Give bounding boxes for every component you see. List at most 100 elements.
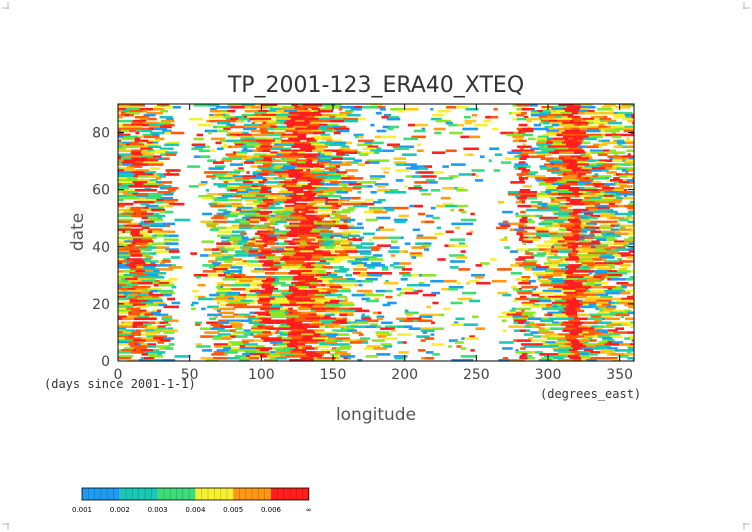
heatmap-cell bbox=[205, 222, 219, 226]
heatmap-cell bbox=[301, 196, 307, 200]
heatmap-cell bbox=[519, 355, 527, 358]
heatmap-cell bbox=[118, 246, 124, 249]
heatmap-cell bbox=[239, 345, 245, 348]
heatmap-cell bbox=[274, 321, 290, 325]
heatmap-cell bbox=[246, 171, 250, 174]
heatmap-cell bbox=[565, 337, 577, 340]
heatmap-cell bbox=[261, 113, 277, 117]
heatmap-cell bbox=[282, 147, 292, 151]
heatmap-cell bbox=[360, 202, 375, 206]
heatmap-cell bbox=[244, 351, 257, 354]
heatmap-cell bbox=[590, 357, 606, 360]
y-tick-label: 20 bbox=[92, 297, 110, 313]
heatmap-cell bbox=[456, 345, 462, 348]
heatmap-cell bbox=[611, 131, 617, 135]
heatmap-cell bbox=[325, 179, 338, 182]
heatmap-cell bbox=[196, 343, 202, 346]
heatmap-cell bbox=[373, 254, 383, 257]
heatmap-cell bbox=[212, 252, 222, 255]
heatmap-cell bbox=[618, 175, 628, 178]
heatmap-cell bbox=[252, 149, 258, 153]
heatmap-cell bbox=[563, 179, 579, 182]
heatmap-cell bbox=[118, 143, 126, 147]
heatmap-cell bbox=[351, 262, 367, 265]
heatmap-cell bbox=[389, 264, 395, 267]
heatmap-cell bbox=[340, 218, 356, 222]
heatmap-cell bbox=[128, 341, 140, 344]
heatmap-cell bbox=[583, 276, 594, 279]
heatmap-cell bbox=[317, 278, 333, 281]
heatmap-cell bbox=[256, 175, 264, 178]
heatmap-cell bbox=[322, 171, 336, 174]
heatmap-cell bbox=[460, 210, 467, 214]
heatmap-cell bbox=[146, 274, 159, 277]
heatmap-cell bbox=[618, 323, 622, 326]
heatmap-cell bbox=[324, 293, 336, 297]
heatmap-cell bbox=[605, 133, 619, 137]
heatmap-cell bbox=[288, 137, 304, 141]
heatmap-cell bbox=[290, 256, 305, 259]
heatmap-cell bbox=[320, 212, 331, 216]
heatmap-cell bbox=[458, 173, 472, 176]
heatmap-cell bbox=[536, 194, 552, 198]
heatmap-cell bbox=[285, 218, 299, 222]
heatmap-cell bbox=[546, 115, 556, 119]
heatmap-cell bbox=[291, 151, 298, 154]
heatmap-cell bbox=[310, 309, 315, 313]
heatmap-cell bbox=[152, 161, 164, 164]
heatmap-cell bbox=[136, 315, 150, 319]
heatmap-cell bbox=[230, 333, 238, 336]
heatmap-cell bbox=[288, 111, 304, 115]
heatmap-cell bbox=[558, 351, 571, 354]
heatmap-cell bbox=[118, 349, 122, 352]
heatmap-cell bbox=[213, 113, 223, 117]
heatmap-cell bbox=[263, 281, 273, 285]
heatmap-cell bbox=[274, 319, 286, 323]
heatmap-cell bbox=[163, 193, 174, 196]
heatmap-cell bbox=[122, 125, 130, 129]
heatmap-cell bbox=[270, 139, 275, 143]
heatmap-cell bbox=[338, 266, 344, 269]
heatmap-cell bbox=[501, 311, 516, 315]
heatmap-cell bbox=[326, 303, 342, 307]
heatmap-cell bbox=[128, 335, 134, 338]
heatmap-cell bbox=[322, 129, 333, 133]
heatmap-cell bbox=[600, 129, 605, 133]
heatmap-cell bbox=[318, 127, 327, 131]
heatmap-cell bbox=[548, 177, 562, 180]
heatmap-cell bbox=[527, 196, 538, 200]
heatmap-cell bbox=[335, 293, 343, 297]
heatmap-cell bbox=[428, 181, 438, 184]
heatmap-cell bbox=[341, 244, 351, 247]
heatmap-cell bbox=[521, 313, 533, 317]
heatmap-cell bbox=[607, 121, 622, 125]
heatmap-cell bbox=[597, 291, 606, 295]
heatmap-cell bbox=[579, 301, 588, 305]
heatmap-cell bbox=[583, 291, 597, 295]
heatmap-cell bbox=[523, 311, 536, 315]
heatmap-cell bbox=[518, 177, 528, 180]
heatmap-cell bbox=[133, 210, 147, 214]
heatmap-cell bbox=[365, 218, 379, 222]
heatmap-cell bbox=[523, 165, 531, 168]
heatmap-cell bbox=[386, 333, 392, 336]
heatmap-cell bbox=[448, 244, 455, 247]
heatmap-cell bbox=[595, 333, 609, 336]
heatmap-cell bbox=[156, 246, 170, 249]
heatmap-cell bbox=[357, 359, 363, 362]
heatmap-cell bbox=[591, 198, 604, 202]
heatmap-cell bbox=[304, 345, 313, 348]
heatmap-cell bbox=[254, 268, 263, 271]
heatmap-cell bbox=[500, 131, 514, 135]
heatmap-cell bbox=[160, 291, 175, 295]
heatmap-cell bbox=[216, 270, 223, 273]
heatmap-cell bbox=[607, 125, 612, 129]
heatmap-cell bbox=[343, 357, 348, 360]
heatmap-cell bbox=[631, 115, 634, 119]
heatmap-cell bbox=[313, 329, 325, 332]
heatmap-cell bbox=[240, 232, 247, 236]
heatmap-cell bbox=[161, 260, 171, 263]
heatmap-cell bbox=[133, 299, 148, 303]
heatmap-cell bbox=[255, 315, 266, 319]
heatmap-cell bbox=[568, 303, 583, 307]
